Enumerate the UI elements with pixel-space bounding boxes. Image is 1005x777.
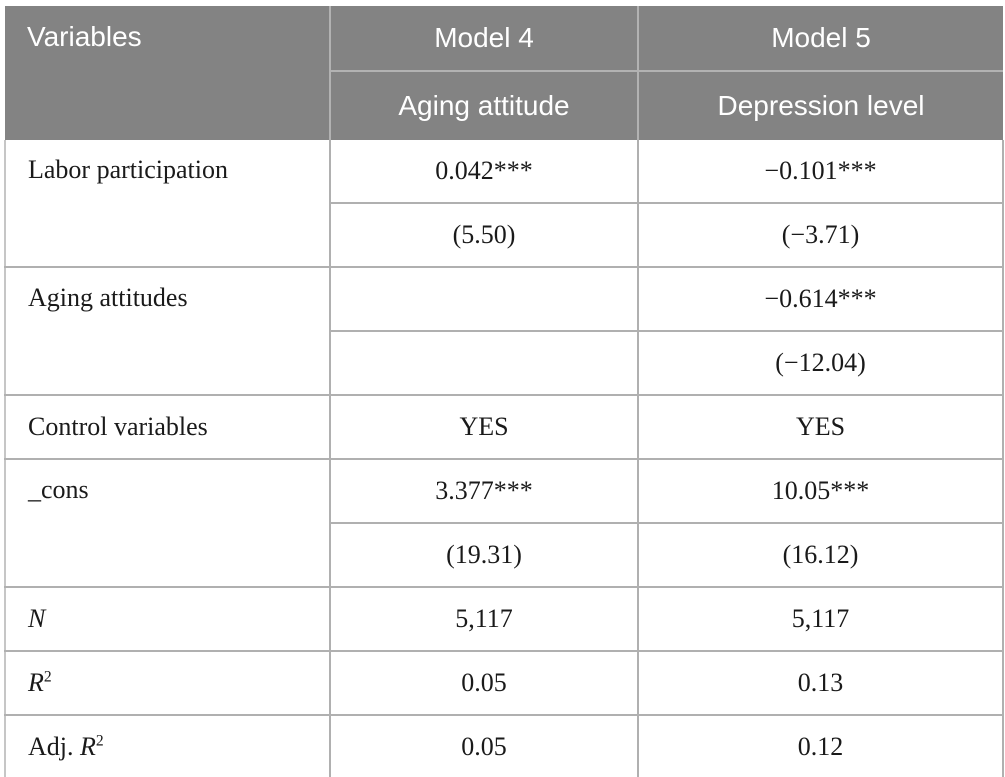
table-body: Labor participation 0.042*** −0.101*** (… — [4, 140, 1004, 777]
cell-aging-model4-tstat — [329, 331, 639, 396]
cell-adjr2-model5: 0.12 — [637, 715, 1004, 777]
label-text: Labor participation — [28, 155, 228, 184]
cell-n-model5: 5,117 — [637, 587, 1004, 652]
cell-controls-model4: YES — [329, 395, 639, 460]
row-label-adj-r-squared: Adj. R2 — [4, 715, 331, 777]
cell-cons-model5-tstat: (16.12) — [637, 523, 1004, 588]
cell-r2-model5: 0.13 — [637, 651, 1004, 716]
header-model5-subtitle: Depression level — [637, 71, 1003, 140]
cell-cons-model5-coef: 10.05*** — [637, 459, 1004, 524]
cell-adjr2-model4: 0.05 — [329, 715, 639, 777]
cell-labor-model5-tstat: (−3.71) — [637, 203, 1004, 268]
row-label-r-squared: R2 — [4, 651, 331, 716]
cell-aging-model5-coef: −0.614*** — [637, 267, 1004, 332]
regression-table: Variables Model 4 Model 5 Aging attitude… — [4, 6, 1004, 777]
header-row-models: Variables Model 4 Model 5 — [5, 6, 1003, 140]
cell-n-model4: 5,117 — [329, 587, 639, 652]
row-aging-attitudes-tstat: (−12.04) — [5, 331, 1004, 396]
cell-aging-model5-tstat: (−12.04) — [637, 331, 1004, 396]
label-text: _cons — [28, 475, 89, 504]
row-label-control-variables: Control variables — [4, 395, 331, 460]
cell-labor-model4-tstat: (5.50) — [329, 203, 639, 268]
header-model5: Model 5 — [637, 6, 1003, 72]
row-cons-coef: _cons 3.377*** 10.05*** — [4, 459, 1004, 588]
row-aging-attitudes-coef: Aging attitudes −0.614*** — [4, 267, 1004, 396]
header-model4: Model 4 — [329, 6, 639, 72]
row-label-labor-participation: Labor participation — [4, 140, 331, 268]
row-label-cons: _cons — [4, 459, 331, 588]
header-row-outcomes: Aging attitude Depression level — [5, 71, 1003, 140]
cell-labor-model5-coef: −0.101*** — [637, 140, 1004, 204]
header-model4-subtitle: Aging attitude — [329, 71, 639, 140]
label-text: Control variables — [28, 412, 208, 441]
label-superscript: 2 — [95, 732, 104, 750]
row-cons-tstat: (19.31) (16.12) — [5, 523, 1004, 588]
row-labor-participation-tstat: (5.50) (−3.71) — [5, 203, 1004, 268]
row-r-squared: R2 0.05 0.13 — [4, 651, 1004, 716]
cell-cons-model4-tstat: (19.31) — [329, 523, 639, 588]
cell-controls-model5: YES — [637, 395, 1004, 460]
label-text: Adj. — [28, 732, 80, 761]
row-n: N 5,117 5,117 — [4, 587, 1004, 652]
row-adj-r-squared: Adj. R2 0.05 0.12 — [4, 715, 1004, 777]
label-text-italic: R — [28, 668, 44, 697]
label-superscript: 2 — [43, 668, 52, 686]
label-text-italic: R — [80, 732, 96, 761]
label-text: Aging attitudes — [28, 283, 188, 312]
row-label-n: N — [4, 587, 331, 652]
row-control-variables: Control variables YES YES — [4, 395, 1004, 460]
table-header: Variables Model 4 Model 5 Aging attitude… — [5, 6, 1003, 140]
cell-labor-model4-coef: 0.042*** — [329, 140, 639, 204]
row-label-aging-attitudes: Aging attitudes — [4, 267, 331, 396]
cell-cons-model4-coef: 3.377*** — [329, 459, 639, 524]
label-text-italic: N — [28, 604, 46, 633]
cell-aging-model4-coef — [329, 267, 639, 332]
row-labor-participation-coef: Labor participation 0.042*** −0.101*** — [4, 140, 1004, 268]
cell-r2-model4: 0.05 — [329, 651, 639, 716]
header-variables: Variables — [5, 6, 331, 140]
